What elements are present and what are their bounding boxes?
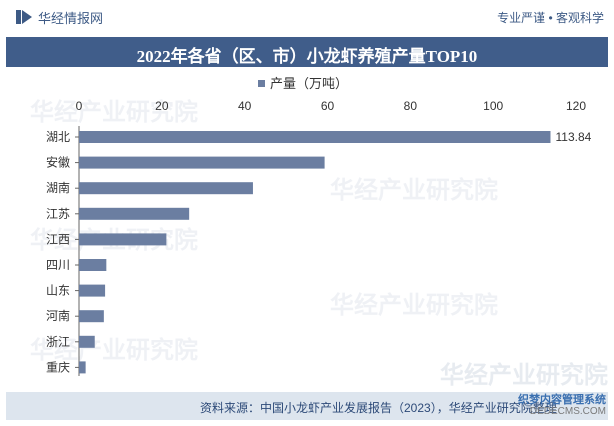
brand-logo-icon	[16, 10, 32, 24]
watermark: 华经产业研究院	[330, 292, 498, 319]
title-bar: 2022年各省（区、市）小龙虾养殖产量TOP10	[6, 37, 608, 67]
bar	[79, 131, 551, 143]
category-label: 江西	[46, 232, 70, 246]
bar	[79, 361, 86, 374]
category-label: 安徽	[46, 155, 70, 170]
stamp-line-1: 织梦内容管理系统	[518, 394, 606, 406]
category-label: 湖南	[46, 180, 70, 195]
x-tick-label: 80	[404, 99, 418, 113]
chart-title: 2022年各省（区、市）小龙虾养殖产量TOP10	[136, 47, 478, 66]
x-tick-label: 40	[238, 99, 252, 113]
brand-logo[interactable]: 华经情报网	[16, 9, 104, 26]
bar	[79, 284, 106, 297]
bar	[79, 233, 167, 246]
x-tick-label: 60	[321, 99, 335, 113]
category-label: 重庆	[46, 360, 70, 374]
x-tick-label: 100	[483, 99, 503, 113]
data-source: 资料来源：中国小龙虾产业发展报告（2023），华经产业研究院整理	[200, 401, 557, 415]
category-label: 浙江	[46, 335, 70, 349]
slogan: 专业严谨 • 客观科学	[497, 11, 604, 25]
legend-swatch	[258, 80, 265, 87]
x-tick-label: 20	[155, 99, 169, 113]
category-label: 江苏	[46, 207, 70, 221]
bar-chart: 产量（万吨） 0 20 40 60 80 100 120 湖北 113.84 安徽湖南江苏江西四川山…	[46, 76, 592, 376]
legend-label: 产量（万吨）	[270, 76, 348, 91]
category-label: 河南	[46, 308, 70, 323]
watermark: 华经产业研究院	[330, 177, 498, 204]
stamp-line-2: DEDECMS.COM	[529, 406, 606, 417]
brand-name: 华经情报网	[38, 10, 104, 26]
x-tick-label: 0	[76, 99, 83, 113]
category-label: 四川	[46, 258, 70, 272]
bar	[79, 310, 104, 323]
top-bar: 华经情报网 专业严谨 • 客观科学	[0, 0, 614, 34]
bar	[79, 335, 95, 348]
data-label: 113.84	[555, 130, 591, 144]
bar	[79, 182, 253, 195]
bar	[79, 259, 107, 271]
x-tick-label: 120	[566, 99, 586, 113]
category-label: 山东	[46, 284, 70, 298]
category-label: 湖北	[46, 129, 70, 144]
watermark: 华经产业研究院	[30, 99, 198, 126]
bar	[79, 156, 325, 169]
footer: 资料来源：中国小龙虾产业发展报告（2023），华经产业研究院整理 织梦内容管理系…	[6, 392, 608, 420]
watermark: 华经产业研究院	[30, 337, 198, 364]
bar	[79, 207, 190, 220]
watermark: 华经产业研究院	[440, 362, 608, 389]
corner-stamp: 织梦内容管理系统 DEDECMS.COM	[518, 394, 606, 418]
